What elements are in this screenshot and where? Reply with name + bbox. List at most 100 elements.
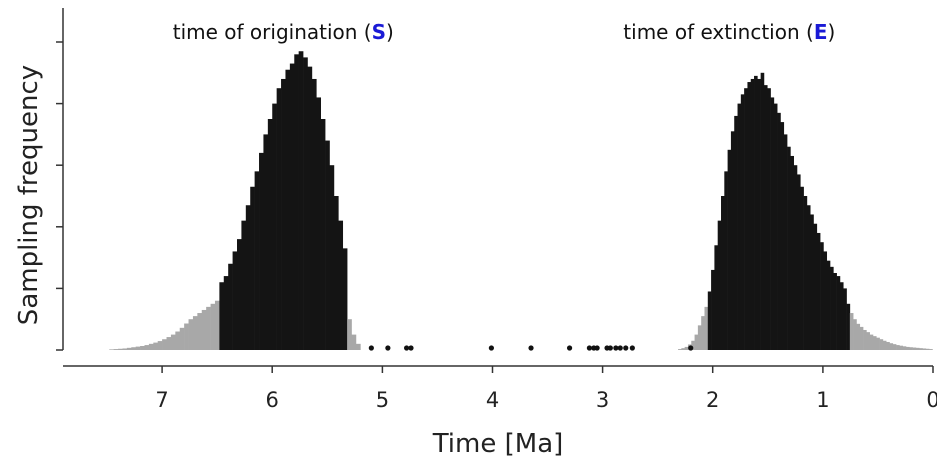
occurrence-point — [408, 345, 414, 351]
histogram-bar — [109, 349, 114, 350]
occurrence-point — [629, 345, 635, 351]
x-tick-label: 2 — [706, 388, 719, 412]
histogram-bar — [780, 122, 785, 350]
x-tick-label: 5 — [376, 388, 389, 412]
histogram-bar — [351, 334, 357, 350]
histogram-bar — [833, 273, 837, 350]
histogram-bar — [836, 276, 841, 350]
y-axis-ticks — [56, 41, 63, 351]
histogram-bar — [793, 165, 798, 350]
histogram-bar — [228, 263, 233, 350]
histogram-bar — [697, 325, 702, 350]
histogram-bar — [810, 214, 814, 350]
x-tick-label: 6 — [266, 388, 279, 412]
histogram-bar — [899, 345, 904, 350]
histogram-bar — [281, 78, 286, 351]
histogram-bar — [254, 171, 260, 350]
histogram-bar — [148, 343, 154, 350]
occurrence-point — [617, 345, 623, 351]
histogram-bar — [859, 326, 864, 350]
histogram-bar — [763, 85, 768, 351]
histogram-bar — [869, 334, 874, 350]
occurrence-point — [613, 345, 619, 351]
histogram-bar — [796, 174, 801, 350]
histogram-bar — [856, 323, 861, 350]
histogram-bar — [912, 347, 917, 350]
histogram-bar — [285, 69, 291, 350]
histogram-bar — [882, 340, 887, 350]
histogram-bar — [237, 239, 242, 350]
occurrence-point — [586, 345, 593, 351]
histogram-bar — [830, 266, 834, 350]
histogram-bar — [311, 78, 317, 351]
occurrence-point — [368, 345, 374, 351]
histogram-bar — [329, 165, 335, 350]
histogram-bar — [294, 54, 299, 350]
histogram-bar — [144, 345, 150, 350]
histogram-bar — [863, 329, 867, 350]
histogram-bar — [896, 345, 900, 350]
histogram-bar — [925, 348, 930, 350]
histogram-bar — [342, 248, 348, 350]
histogram-bars — [109, 51, 933, 351]
histogram-bar — [892, 344, 897, 350]
occurrence-points — [368, 345, 694, 351]
histogram-bar — [201, 309, 207, 350]
histogram-bar — [757, 78, 761, 351]
histogram-bar — [770, 97, 775, 350]
histogram-bar — [162, 339, 167, 350]
histogram-bar — [245, 205, 251, 350]
histogram-bar — [919, 348, 923, 350]
x-tick-label: 4 — [486, 388, 499, 412]
occurrence-point — [566, 345, 573, 351]
histogram-bar — [691, 340, 695, 350]
histogram-bar — [909, 347, 913, 350]
histogram-bar — [929, 349, 933, 350]
y-axis-title: Sampling frequency — [14, 65, 44, 325]
histogram-bar — [140, 346, 145, 350]
histogram-bar — [113, 349, 119, 350]
histogram-bar — [681, 348, 685, 350]
histogram-bar — [717, 220, 722, 350]
histogram-bar — [906, 346, 910, 350]
histogram-bar — [303, 57, 308, 351]
histogram-bar — [166, 337, 172, 350]
annotation-suffix: ) — [386, 20, 394, 44]
annotation-key: S — [372, 20, 386, 44]
occurrence-point — [594, 345, 600, 351]
histogram-bar — [223, 276, 229, 350]
histogram-bar — [289, 63, 295, 351]
histogram-bar — [316, 97, 321, 350]
histogram-bar — [823, 251, 828, 350]
histogram-bar — [790, 155, 794, 350]
occurrence-point — [607, 345, 613, 351]
histogram-bar — [826, 260, 831, 350]
histogram-bar — [843, 288, 847, 350]
histogram-bar — [355, 343, 361, 350]
histogram-bar — [157, 341, 163, 350]
histogram-bar — [347, 319, 352, 350]
histogram-bar — [767, 88, 771, 350]
occurrence-point — [528, 345, 534, 351]
annotation: time of extinction (E) — [623, 20, 835, 44]
histogram-bar — [197, 313, 203, 350]
x-axis-title: Time [Ma] — [432, 429, 564, 459]
histogram-bar — [263, 134, 269, 350]
annotation: time of origination (S) — [173, 20, 394, 44]
x-tick-label: 0 — [926, 388, 937, 412]
x-tick-label: 3 — [596, 388, 609, 412]
histogram-bar — [153, 342, 159, 350]
histogram-bar — [724, 171, 728, 350]
histogram-bar — [806, 205, 811, 350]
x-axis-ticks: 7 6 5 4 3 2 1 0 — [155, 366, 937, 412]
histogram-bar — [915, 347, 920, 350]
histogram-bar — [678, 349, 682, 350]
histogram-bar — [118, 348, 123, 350]
histogram-bar — [800, 186, 804, 350]
histogram-bar — [760, 72, 765, 351]
histogram-bar — [135, 346, 141, 350]
histogram-bar — [902, 346, 907, 350]
annotations: time of origination (S) time of extinctio… — [173, 20, 836, 44]
histogram-bar — [704, 306, 709, 350]
histogram-bar — [773, 103, 778, 350]
